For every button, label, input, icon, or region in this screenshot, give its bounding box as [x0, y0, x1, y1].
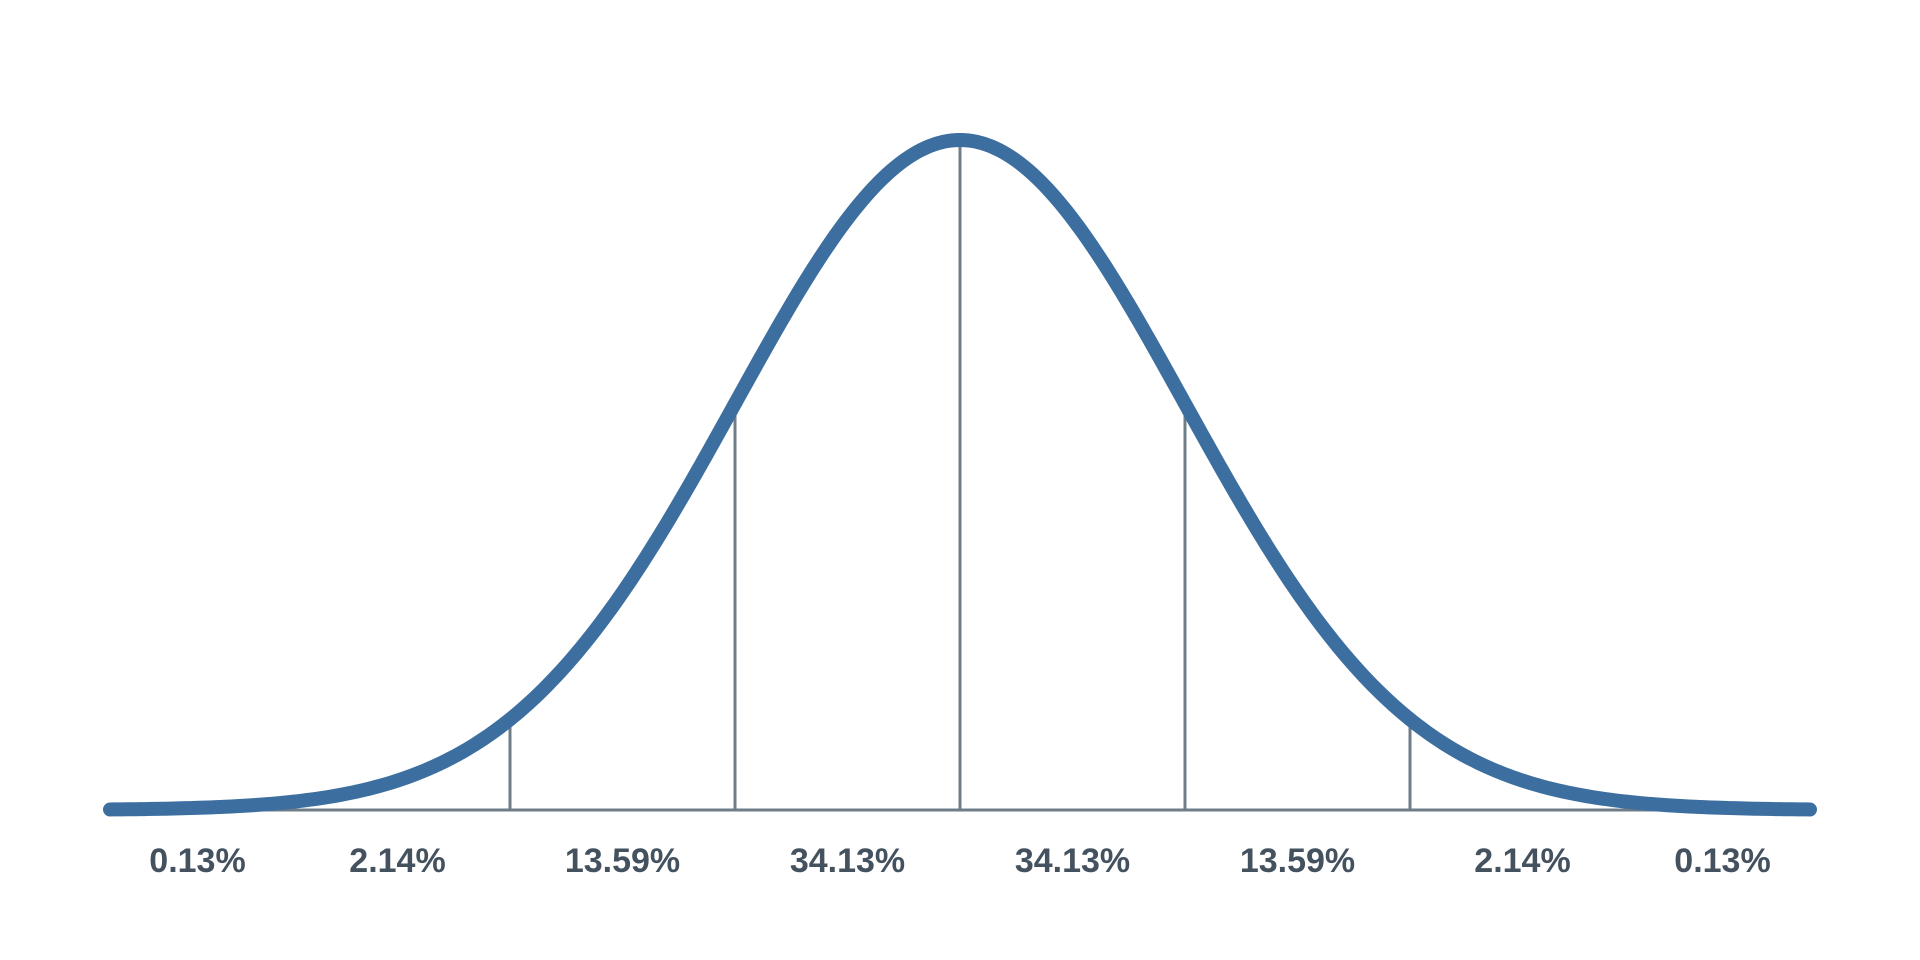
region-label-6: 2.14%: [1474, 842, 1570, 880]
normal-distribution-chart: 0.13% 2.14% 13.59% 34.13% 34.13% 13.59% 2.14% 0…: [0, 0, 1920, 960]
region-label-4: 34.13%: [1015, 842, 1130, 880]
region-label-5: 13.59%: [1240, 842, 1355, 880]
region-label-1: 2.14%: [349, 842, 445, 880]
region-label-2: 13.59%: [565, 842, 680, 880]
region-label-7: 0.13%: [1674, 842, 1770, 880]
sigma-gridlines: [285, 140, 1635, 810]
region-label-0: 0.13%: [149, 842, 245, 880]
region-labels: 0.13% 2.14% 13.59% 34.13% 34.13% 13.59% 2.14% 0…: [149, 842, 1770, 880]
region-label-3: 34.13%: [790, 842, 905, 880]
